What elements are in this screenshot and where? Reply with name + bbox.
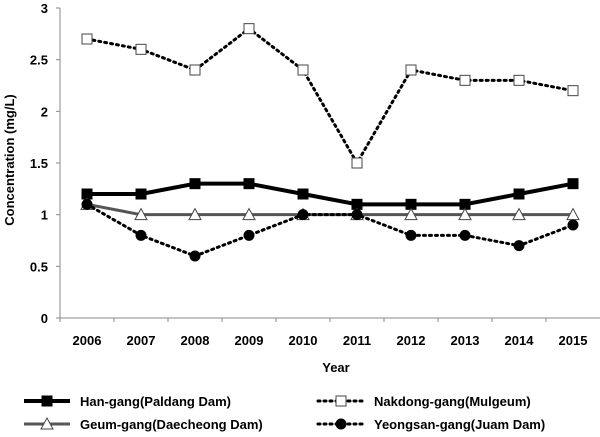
series-line (86, 202, 573, 217)
data-point (297, 188, 309, 200)
series-layer (80, 23, 580, 262)
data-point (351, 157, 363, 169)
y-tick-label: 2 (41, 104, 48, 119)
y-tick-labels: 0 0.5 1 1.5 2 2.5 3 (30, 1, 60, 326)
x-tick-label: 2006 (73, 333, 102, 348)
x-tick-label: 2013 (451, 333, 480, 348)
data-point (567, 219, 579, 231)
legend-item: Geum-gang(Daecheong Dam) (24, 416, 263, 432)
legend-swatch-marker (40, 416, 54, 430)
legend-swatch-marker (335, 395, 347, 407)
x-axis-title: Year (322, 360, 349, 375)
series-3 (81, 198, 579, 262)
data-point (189, 64, 201, 76)
data-point (243, 178, 255, 190)
series-line (87, 181, 574, 207)
series-line (85, 27, 575, 165)
legend-label: Yeongsan-gang(Juam Dam) (374, 417, 545, 432)
y-tick-label: 1 (41, 208, 48, 223)
legend: Han-gang(Paldang Dam) Nakdong-gang(Mulgeu… (24, 394, 545, 432)
y-tick-label: 0.5 (30, 259, 48, 274)
data-point (297, 209, 309, 221)
legend-item: Yeongsan-gang(Juam Dam) (316, 417, 545, 432)
data-point (135, 43, 147, 55)
data-point (512, 207, 526, 221)
legend-label: Geum-gang(Daecheong Dam) (80, 417, 263, 432)
x-tick-labels: 2006 2007 2008 2009 2010 2011 2012 2013 2014 2015 (59, 318, 588, 348)
x-tick-label: 2007 (127, 333, 156, 348)
data-point (405, 64, 417, 76)
data-point (243, 23, 255, 35)
x-tick-label: 2012 (397, 333, 426, 348)
data-point (458, 207, 472, 221)
y-tick-label: 1.5 (30, 156, 48, 171)
data-point (242, 207, 256, 221)
data-point (135, 188, 147, 200)
data-point (81, 198, 93, 210)
data-point (404, 207, 418, 221)
y-tick-label: 0 (41, 311, 48, 326)
legend-item: Nakdong-gang(Mulgeum) (316, 394, 531, 409)
legend-swatch-marker (335, 418, 347, 430)
data-point (135, 229, 147, 241)
data-point (567, 178, 579, 190)
legend-item: Han-gang(Paldang Dam) (24, 394, 231, 409)
x-tick-label: 2011 (343, 333, 371, 348)
data-point (351, 209, 363, 221)
legend-label: Han-gang(Paldang Dam) (80, 394, 231, 409)
y-tick-label: 2.5 (30, 53, 48, 68)
data-point (188, 207, 202, 221)
legend-swatch-marker (41, 395, 53, 407)
data-point (567, 85, 579, 97)
data-point (513, 240, 525, 252)
series-0 (81, 178, 579, 210)
x-tick-label: 2015 (559, 333, 588, 348)
data-point (189, 178, 201, 190)
x-tick-label: 2014 (505, 333, 535, 348)
series-2 (80, 197, 580, 221)
data-point (405, 229, 417, 241)
data-point (189, 250, 201, 262)
series-1 (81, 23, 579, 169)
y-tick-label: 3 (41, 1, 48, 16)
data-point (297, 64, 309, 76)
data-point (459, 74, 471, 86)
data-point (134, 207, 148, 221)
series-line (85, 202, 575, 258)
legend-label: Nakdong-gang(Mulgeum) (374, 394, 531, 409)
data-point (243, 229, 255, 241)
data-point (513, 74, 525, 86)
data-point (459, 229, 471, 241)
data-point (513, 188, 525, 200)
x-tick-label: 2010 (289, 333, 318, 348)
data-point (81, 33, 93, 45)
x-tick-label: 2009 (235, 333, 264, 348)
x-tick-label: 2008 (181, 333, 210, 348)
y-axis-title: Concentration (mg/L) (2, 94, 17, 225)
